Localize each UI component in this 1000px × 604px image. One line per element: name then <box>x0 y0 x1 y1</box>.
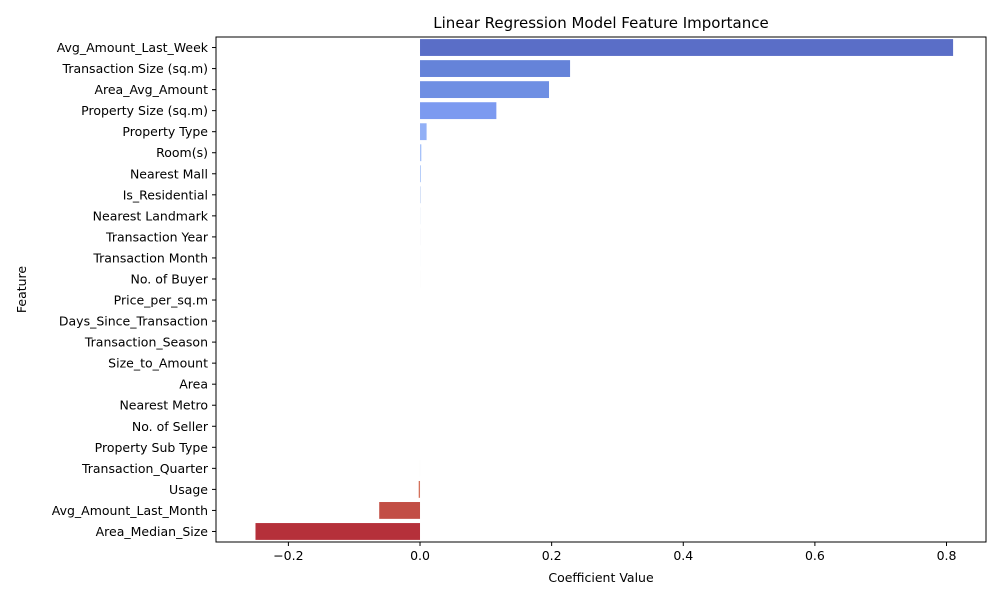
x-tick-label: 0.0 <box>410 548 430 563</box>
y-tick-label: Price_per_sq.m <box>114 293 208 308</box>
y-tick-label: No. of Buyer <box>131 271 209 286</box>
x-tick-label: 0.6 <box>805 548 825 563</box>
y-tick-label: Nearest Metro <box>119 398 208 413</box>
y-tick-label: Avg_Amount_Last_Week <box>57 40 209 55</box>
y-tick-label: Transaction_Quarter <box>81 461 209 476</box>
y-tick-label: Days_Since_Transaction <box>59 314 208 329</box>
plot-frame <box>216 37 986 542</box>
y-tick-label: Nearest Landmark <box>93 208 209 223</box>
bar <box>420 123 427 140</box>
x-axis-title: Coefficient Value <box>548 570 654 585</box>
bar <box>420 60 570 77</box>
bar <box>420 81 549 98</box>
y-tick-label: Transaction Size (sq.m) <box>62 61 208 76</box>
bar <box>379 502 420 519</box>
bars-layer <box>255 39 953 540</box>
y-tick-label: Transaction Month <box>92 250 208 265</box>
y-tick-label: No. of Seller <box>132 419 209 434</box>
x-tick-label: 0.2 <box>542 548 562 563</box>
x-tick-label: −0.2 <box>273 548 303 563</box>
bar <box>420 39 953 56</box>
y-tick-label: Area_Avg_Amount <box>94 82 208 97</box>
y-tick-label: Property Type <box>122 124 208 139</box>
y-tick-label: Property Sub Type <box>95 440 209 455</box>
x-axis-ticks: −0.2 0.0 0.2 0.4 0.6 0.8 <box>273 542 956 563</box>
y-axis-title: Feature <box>14 266 29 314</box>
y-axis-ticks: Avg_Amount_Last_Week Transaction Size (sq… <box>52 40 216 539</box>
bar <box>420 186 421 203</box>
y-tick-label: Nearest Mall <box>130 166 208 181</box>
x-tick-label: 0.8 <box>937 548 957 563</box>
x-tick-label: 0.4 <box>673 548 693 563</box>
y-tick-label: Room(s) <box>156 145 208 160</box>
y-tick-label: Area <box>179 377 208 392</box>
bar <box>255 523 420 540</box>
y-tick-label: Size_to_Amount <box>108 356 208 371</box>
y-tick-label: Transaction Year <box>105 229 209 244</box>
y-tick-label: Usage <box>169 482 208 497</box>
y-tick-label: Avg_Amount_Last_Month <box>52 503 208 518</box>
bar <box>419 481 420 498</box>
bar <box>420 165 421 182</box>
y-tick-label: Transaction_Season <box>84 335 208 350</box>
bar <box>420 102 496 119</box>
chart-title: Linear Regression Model Feature Importan… <box>433 14 768 32</box>
y-tick-label: Property Size (sq.m) <box>81 103 208 118</box>
y-tick-label: Is_Residential <box>123 187 208 202</box>
axes-layer <box>216 37 986 542</box>
bar <box>420 144 421 161</box>
y-tick-label: Area_Median_Size <box>96 524 209 539</box>
